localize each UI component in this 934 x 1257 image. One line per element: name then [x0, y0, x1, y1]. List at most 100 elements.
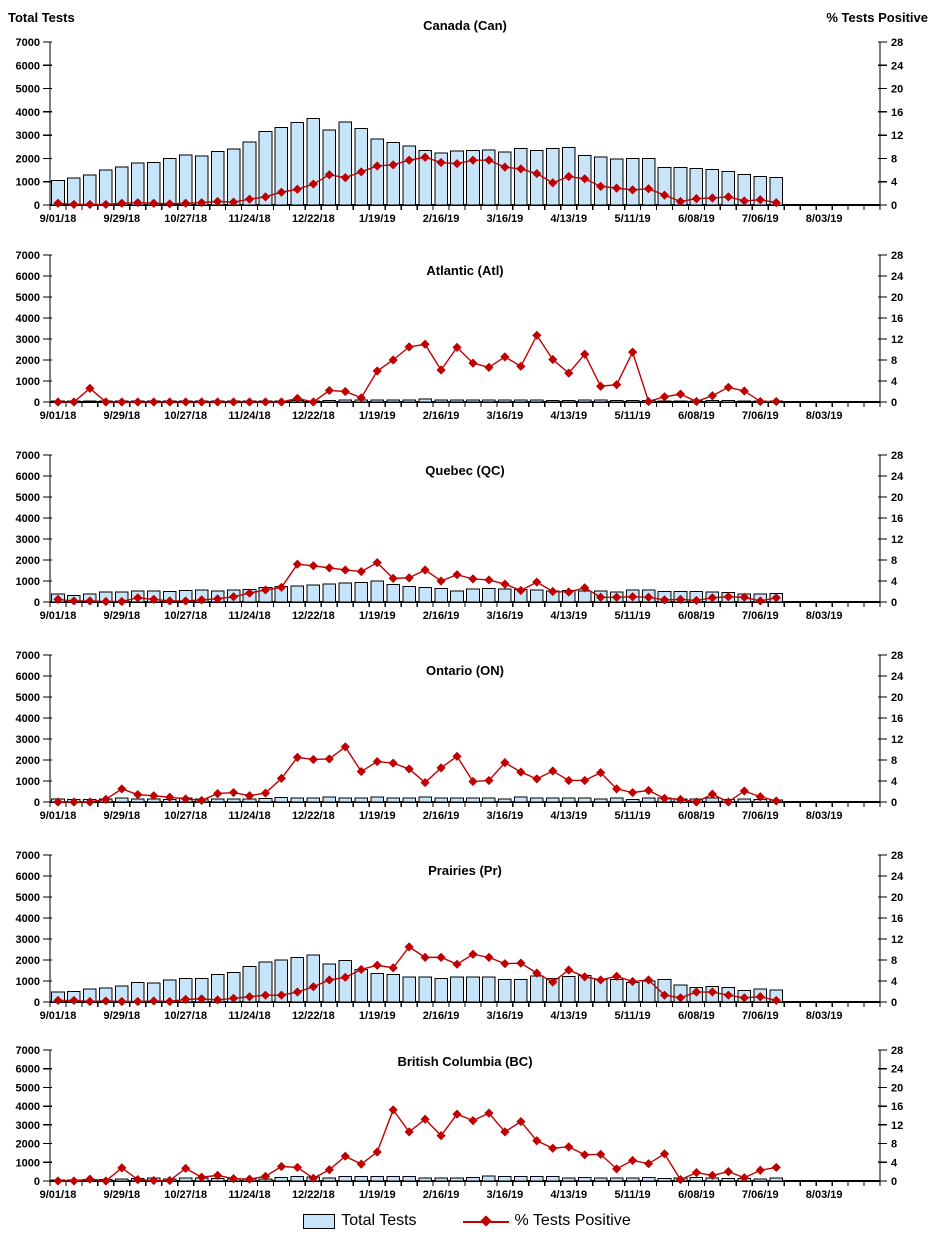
x-axis-tick-label: 11/24/18: [228, 410, 270, 422]
diamond-marker: [627, 347, 638, 357]
total-tests-bar: [434, 399, 448, 403]
total-tests-bar: [178, 1177, 193, 1182]
diamond-marker: [516, 361, 526, 371]
diamond-marker: [260, 990, 271, 1000]
total-tests-bar: [242, 141, 257, 206]
diamond-marker: [228, 1174, 239, 1184]
diamond-marker: [149, 198, 159, 208]
x-axis-tick-label: 11/24/18: [228, 1189, 270, 1201]
diamond-marker: [356, 766, 366, 777]
diamond-marker: [659, 1149, 670, 1159]
x-axis-tick-label: 9/01/18: [40, 410, 77, 422]
chart-panel-2: Atlantic (Atl) 0 1000 2000 3000 4000 5000 6000 7…: [0, 240, 934, 445]
total-tests-bar: [625, 157, 640, 206]
total-tests-bar: [370, 972, 384, 1003]
chart-title: Prairies (Pr): [428, 863, 502, 878]
x-axis-tick-label: 2/16/19: [423, 610, 460, 622]
right-axis-tick-label: 28: [891, 37, 903, 49]
diamond-marker: [356, 566, 366, 577]
x-axis-tick-label: 9/29/18: [103, 1010, 140, 1022]
left-axis-tick-label: 5000: [16, 84, 40, 96]
total-tests-bar: [306, 797, 321, 803]
x-axis-tick-label: 12/22/18: [292, 410, 335, 422]
diamond-marker: [308, 179, 318, 189]
total-tests-bar: [370, 138, 384, 206]
x-axis-tick-label: 2/16/19: [423, 810, 460, 822]
diamond-marker: [292, 752, 303, 762]
x-axis-tick-label: 6/08/19: [678, 213, 715, 225]
diamond-marker: [580, 583, 590, 593]
diamond-marker: [707, 593, 718, 603]
diamond-marker: [244, 588, 255, 598]
left-axis-tick-label: 6000: [16, 871, 40, 883]
chart-title: Atlantic (Atl): [426, 263, 503, 278]
legend-item-total-tests: Total Tests: [303, 1212, 417, 1230]
x-axis-tick-label: 11/24/18: [228, 610, 270, 622]
total-tests-bar: [593, 1177, 608, 1182]
diamond-marker: [484, 155, 494, 165]
diamond-marker: [404, 573, 414, 583]
diamond-marker: [356, 1159, 366, 1169]
total-tests-bar: [609, 158, 624, 206]
diamond-marker: [468, 776, 478, 787]
right-axis-tick-label: 8: [891, 955, 897, 967]
diamond-marker: [101, 996, 111, 1006]
diamond-marker: [212, 397, 223, 407]
diamond-marker: [564, 171, 574, 182]
diamond-marker: [149, 1175, 159, 1186]
diamond-marker: [340, 742, 350, 752]
total-tests-bar: [753, 1178, 768, 1182]
right-axis-tick-label: 8: [891, 355, 897, 367]
diamond-marker: [532, 1136, 542, 1146]
total-tests-bar: [290, 585, 305, 603]
total-tests-bars: [51, 117, 784, 206]
total-tests-bar: [115, 797, 129, 803]
diamond-marker: [436, 365, 446, 375]
x-axis-tick-label: 8/03/19: [806, 213, 843, 225]
legend-item-pct-positive: % Tests Positive: [462, 1212, 631, 1230]
total-tests-bar: [418, 398, 432, 403]
x-axis-tick-label: 9/29/18: [103, 810, 140, 822]
total-tests-bar: [274, 1176, 289, 1182]
diamond-marker: [292, 1162, 303, 1173]
diamond-marker: [612, 380, 622, 390]
left-axis-tick-label: 3000: [16, 1120, 40, 1132]
x-axis-tick-label: 6/08/19: [678, 810, 715, 822]
total-tests-bar: [577, 590, 592, 603]
diamond-marker: [596, 381, 606, 391]
total-tests-bar: [577, 399, 592, 403]
diamond-marker: [516, 958, 526, 968]
diamond-marker: [484, 362, 494, 372]
diamond-marker: [133, 593, 143, 603]
diamond-marker: [580, 972, 590, 982]
diamond-marker: [436, 952, 446, 962]
right-axis-tick-label: 24: [891, 271, 904, 283]
total-tests-bar: [386, 797, 400, 803]
total-tests-bar: [737, 400, 752, 403]
diamond-marker: [771, 198, 781, 208]
diamond-marker: [372, 161, 382, 171]
x-axis-tick-label: 5/11/19: [615, 610, 651, 622]
diamond-marker: [133, 198, 143, 208]
total-tests-bar: [338, 1176, 353, 1182]
diamond-marker: [675, 196, 686, 207]
left-axis-tick-label: 2000: [16, 355, 40, 367]
diamond-marker: [771, 396, 781, 407]
x-axis-tick-label: 10/27/18: [164, 1189, 207, 1201]
diamond-marker: [197, 198, 207, 208]
diamond-marker: [308, 561, 318, 571]
left-axis-tick-label: 0: [34, 997, 40, 1009]
x-axis-tick-label: 3/16/19: [487, 610, 524, 622]
diamond-marker: [165, 397, 175, 407]
diamond-marker: [739, 1173, 749, 1183]
diamond-marker: [468, 949, 478, 959]
right-axis-tick-label: 0: [891, 397, 897, 409]
total-tests-bar: [450, 590, 464, 603]
total-tests-bar: [498, 151, 512, 206]
diamond-marker: [324, 1165, 334, 1175]
chart-svg: Atlantic (Atl) 0 1000 2000 3000 4000 5000 6000 7…: [16, 250, 905, 422]
diamond-marker: [580, 174, 590, 184]
diamond-marker: [516, 164, 526, 174]
x-axis-tick-label: 8/03/19: [806, 410, 843, 422]
diamond-marker: [388, 1105, 398, 1115]
